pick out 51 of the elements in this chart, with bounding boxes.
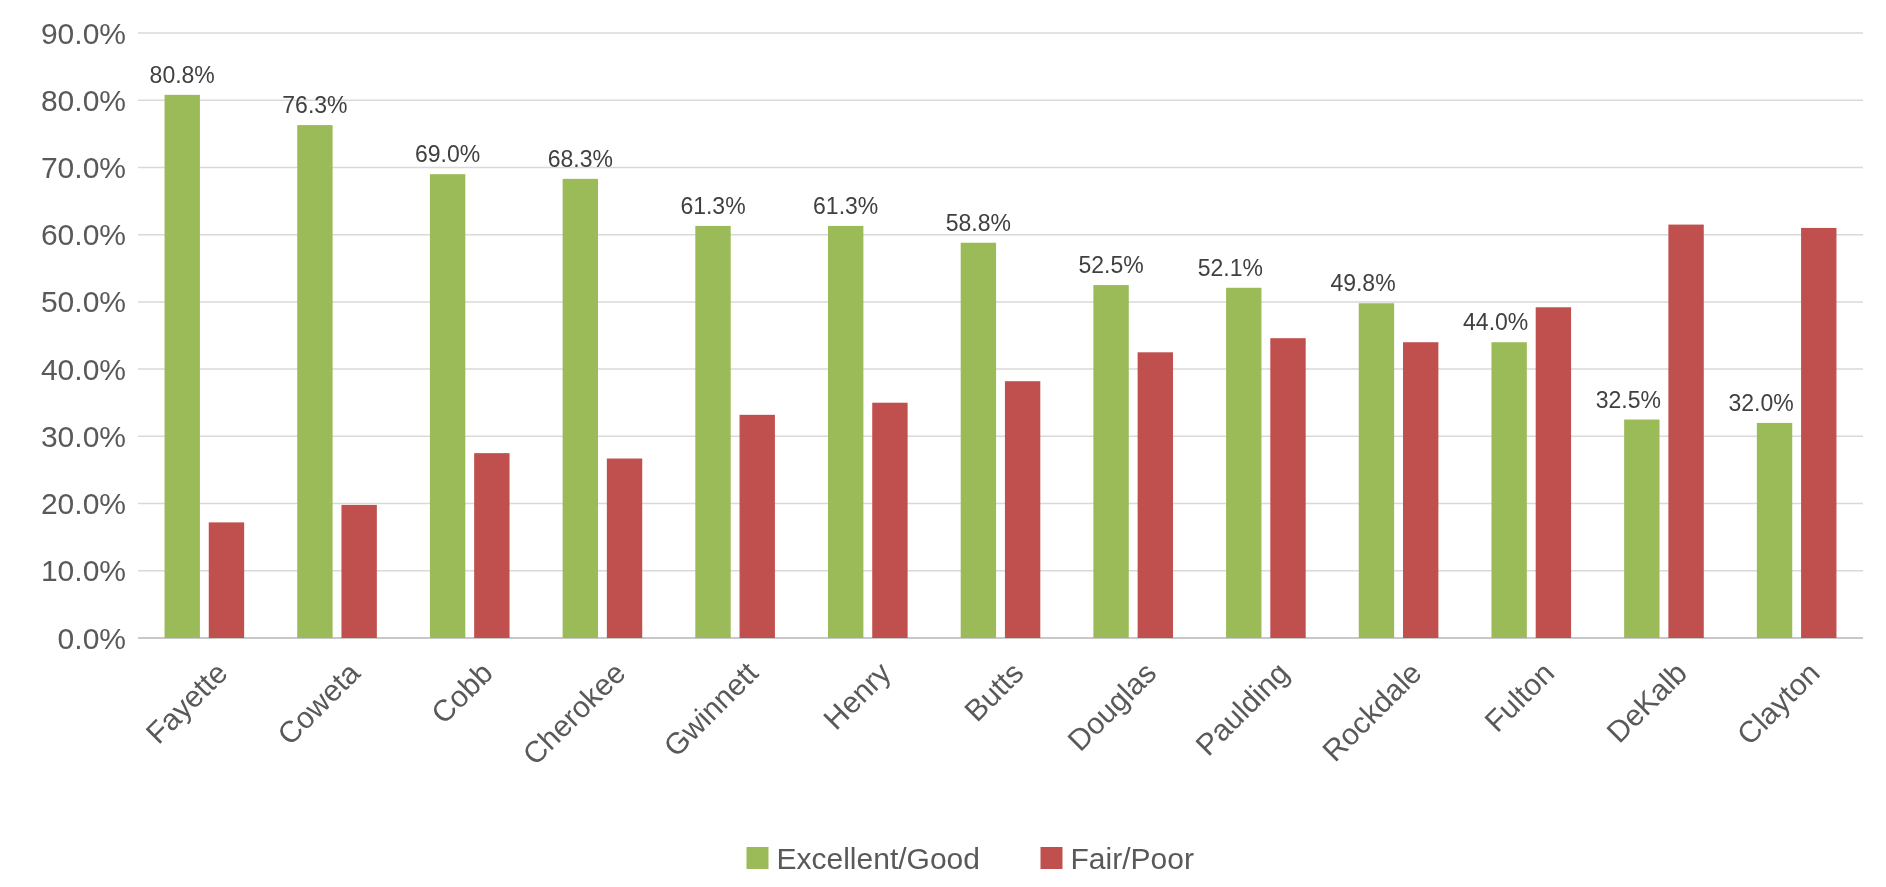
bar — [1491, 342, 1527, 638]
bar — [828, 225, 864, 638]
bar — [341, 504, 377, 638]
bar — [562, 178, 598, 638]
data-label: 32.0% — [1728, 389, 1794, 416]
data-label: 61.3% — [680, 192, 746, 219]
y-tick-label: 0.0% — [57, 621, 126, 655]
bar — [1801, 227, 1837, 638]
bar — [1226, 287, 1262, 638]
data-label: 44.0% — [1463, 309, 1529, 336]
legend-label: Excellent/Good — [776, 841, 980, 875]
data-label: 80.8% — [149, 61, 215, 88]
bar — [960, 242, 997, 638]
data-label: 68.3% — [547, 145, 613, 172]
data-label: 69.0% — [415, 141, 481, 168]
bar — [739, 414, 775, 638]
data-label: 52.1% — [1197, 254, 1263, 281]
bar — [1624, 419, 1660, 638]
y-tick-label: 70.0% — [40, 150, 126, 184]
bar — [606, 458, 643, 638]
data-label: 61.3% — [813, 192, 879, 219]
y-tick-label: 80.0% — [40, 83, 126, 117]
bar — [872, 402, 908, 638]
bar — [1270, 338, 1306, 638]
y-tick-label: 90.0% — [40, 16, 126, 50]
y-tick-label: 10.0% — [40, 554, 126, 588]
bar — [1137, 352, 1173, 638]
bar — [429, 174, 466, 638]
bar — [1535, 307, 1572, 638]
bar — [297, 125, 333, 638]
legend-label: Fair/Poor — [1070, 841, 1194, 875]
y-tick-label: 20.0% — [40, 487, 126, 521]
data-label: 76.3% — [282, 92, 348, 119]
bar — [1358, 303, 1395, 638]
y-tick-label: 50.0% — [40, 285, 126, 319]
data-label: 52.5% — [1078, 252, 1144, 279]
y-tick-label: 40.0% — [40, 352, 126, 386]
bar — [1403, 342, 1439, 638]
bar — [164, 94, 200, 638]
bar — [695, 225, 731, 638]
bar — [1093, 285, 1129, 638]
data-label: 58.8% — [945, 209, 1011, 236]
y-tick-label: 30.0% — [40, 419, 126, 453]
bar — [1004, 381, 1041, 638]
bar — [208, 522, 245, 638]
data-label: 32.5% — [1595, 386, 1661, 413]
bar — [1756, 422, 1793, 638]
data-label: 49.8% — [1330, 270, 1396, 297]
bar — [474, 453, 510, 638]
bar — [1668, 224, 1704, 638]
y-tick-label: 60.0% — [40, 218, 126, 252]
